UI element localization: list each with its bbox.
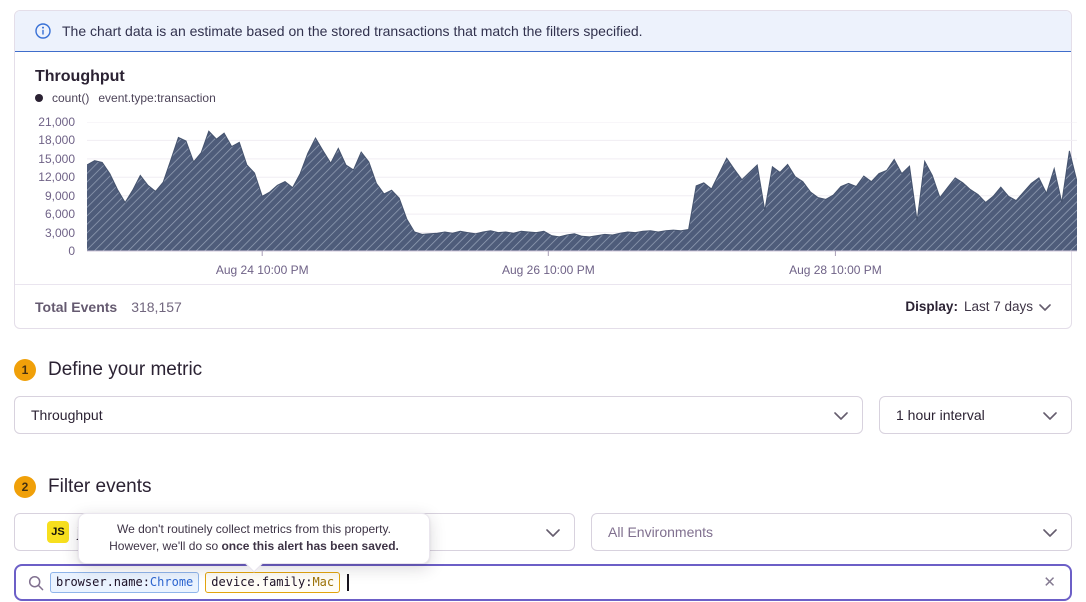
x-tick-label: Aug 24 10:00 PM — [215, 263, 309, 277]
legend-dot-icon — [35, 94, 43, 102]
search-icon — [28, 575, 44, 591]
chevron-down-icon — [546, 524, 560, 540]
step-1-badge: 1 — [14, 359, 36, 381]
display-value: Last 7 days — [963, 299, 1033, 314]
interval-select[interactable]: 1 hour interval — [879, 396, 1072, 434]
x-tick-label: Aug 28 10:00 PM — [789, 263, 882, 277]
interval-select-value: 1 hour interval — [896, 407, 985, 423]
environment-select[interactable]: All Environments — [591, 513, 1072, 551]
total-events-value: 318,157 — [131, 298, 182, 315]
total-events-label: Total Events — [35, 298, 118, 315]
y-tick-label: 3,000 — [44, 225, 75, 240]
step-2-title: Filter events — [48, 476, 152, 497]
clear-search-icon[interactable]: ✕ — [1043, 574, 1056, 591]
environment-select-value: All Environments — [608, 524, 714, 540]
legend-query: event.type:transaction — [98, 91, 216, 105]
tooltip: We don't routinely collect metrics from … — [78, 513, 430, 564]
metric-select[interactable]: Throughput — [14, 396, 863, 434]
chevron-down-icon — [834, 407, 848, 423]
step-1-title: Define your metric — [48, 359, 203, 380]
y-tick-label: 0 — [68, 244, 75, 258]
legend-series-name: count() — [52, 91, 90, 105]
chevron-down-icon — [1039, 299, 1051, 314]
y-tick-label: 21,000 — [38, 115, 75, 129]
chart-card-footer: Total Events 318,157 Display: Last 7 day… — [15, 284, 1071, 328]
chevron-down-icon — [1043, 407, 1057, 423]
chevron-down-icon — [1043, 524, 1057, 540]
chart-card: The chart data is an estimate based on t… — [14, 10, 1077, 329]
chart-legend: count() event.type:transaction — [35, 91, 1051, 105]
y-tick-label: 18,000 — [38, 133, 75, 148]
tooltip-line-2: However, we'll do so once this alert has… — [109, 539, 399, 553]
javascript-platform-icon: JS — [47, 521, 69, 543]
chart-header: Throughput count() event.type:transactio… — [15, 52, 1071, 105]
banner-text: The chart data is an estimate based on t… — [62, 23, 643, 39]
y-tick-label: 6,000 — [44, 207, 75, 222]
info-icon — [35, 23, 51, 39]
metric-select-value: Throughput — [31, 407, 103, 423]
step-define-metric: 1 Define your metric Throughput 1 hour i… — [14, 357, 1072, 434]
display-range-picker[interactable]: Display: Last 7 days — [905, 299, 1051, 314]
x-tick-label: Aug 26 10:00 PM — [501, 263, 595, 277]
y-axis-labels: 0 3,000 6,000 9,000 12,000 15,000 18,000 21,000 — [15, 115, 81, 258]
chart-title: Throughput — [35, 68, 125, 85]
throughput-chart-svg — [87, 122, 1077, 256]
y-tick-label: 15,000 — [38, 151, 75, 166]
throughput-chart: 0 3,000 6,000 9,000 12,000 15,000 18,000 21,000… — [15, 115, 1077, 280]
step-2-badge: 2 — [14, 476, 36, 498]
y-tick-label: 9,000 — [44, 188, 75, 203]
filter-token-device-family[interactable]: device.family:Mac — [205, 572, 341, 593]
display-label: Display: — [905, 299, 958, 314]
search-input[interactable]: browser.name:Chrome device.family:Mac ✕ — [14, 564, 1072, 601]
info-banner: The chart data is an estimate based on t… — [15, 11, 1071, 52]
total-events: Total Events 318,157 — [35, 299, 182, 315]
filter-token-browser-name[interactable]: browser.name:Chrome — [50, 572, 200, 593]
steps-container: 1 Define your metric Throughput 1 hour i… — [14, 357, 1072, 601]
x-axis-labels: Aug 24 10:00 PM Aug 26 10:00 PM Aug 28 10:… — [87, 263, 1077, 279]
tooltip-line-1: We don't routinely collect metrics from … — [117, 522, 391, 536]
text-caret — [347, 574, 349, 591]
y-tick-label: 12,000 — [38, 170, 75, 185]
